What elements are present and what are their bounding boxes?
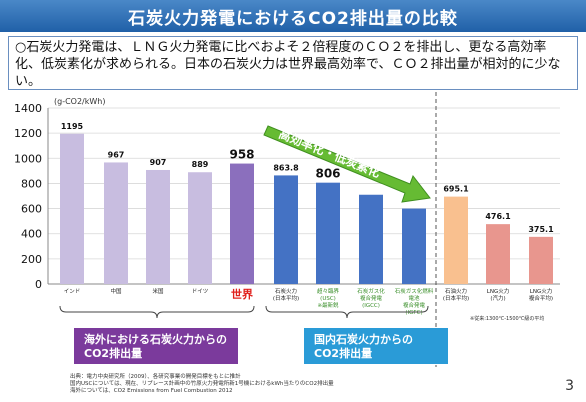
- x-tick-label: 複合平均): [529, 294, 553, 302]
- x-tick-label: (IGCC): [362, 303, 380, 309]
- group-bracket: [265, 305, 429, 319]
- y-tick-label: 1200: [14, 127, 42, 140]
- x-tick-label: 電池: [408, 294, 420, 302]
- x-tick-label: LNG火力: [487, 287, 509, 295]
- bar-value-label: 375.1: [528, 225, 554, 234]
- bar: [188, 172, 212, 284]
- page-number: 3: [565, 378, 574, 394]
- bar-value-label: 907: [150, 158, 167, 167]
- group-label-box: [304, 328, 448, 364]
- x-tick-label: 米国: [152, 287, 164, 295]
- x-tick-label: (日本平均): [443, 294, 469, 302]
- source-line: 出典：電力中央研究所（2009）、各研究事業の開発目標をもとに推計: [70, 374, 241, 380]
- bar: [529, 236, 553, 284]
- x-tick-label: 石炭ガス化: [357, 287, 385, 295]
- x-tick-label: 複合発電: [403, 301, 426, 309]
- y-axis-label: (g-CO2/kWh): [54, 97, 106, 106]
- y-tick-label: 400: [21, 228, 42, 241]
- y-tick-label: 800: [21, 177, 42, 190]
- x-tick-label: (IGFC): [405, 310, 422, 316]
- x-tick-label: 石油火力: [445, 287, 467, 295]
- x-tick-label: 複合発電: [360, 294, 383, 302]
- y-tick-label: 1400: [14, 102, 42, 115]
- bar: [274, 175, 298, 284]
- bar: [104, 162, 128, 284]
- y-tick-label: 600: [21, 203, 42, 216]
- y-tick-label: 0: [35, 278, 42, 291]
- y-tick-label: 1000: [14, 152, 42, 165]
- bar: [444, 196, 468, 284]
- sources: 出典：電力中央研究所（2009）、各研究事業の開発目標をもとに推計 国内USCに…: [70, 374, 530, 395]
- x-tick-label: LNG火力: [530, 287, 552, 295]
- group-bracket: [59, 305, 255, 319]
- bar-value-label: 889: [192, 160, 209, 169]
- source-line: 国内USCについては、現在、リプレース計画中の竹原火力発電所新1号機におけるkW…: [70, 381, 334, 387]
- bar: [146, 169, 170, 284]
- group-label-text: CO2排出量: [314, 346, 372, 360]
- bar-value-label: 806: [315, 167, 340, 181]
- bar: [230, 163, 254, 284]
- co2-bar-chart: 0200400600800100012001400(g-CO2/kWh)高効率化…: [14, 92, 560, 367]
- page-title: 石炭火力発電におけるCO2排出量の比較: [0, 0, 586, 32]
- group-label-text: 海外における石炭火力からの: [84, 332, 227, 346]
- bar: [359, 194, 383, 284]
- bar: [316, 182, 340, 284]
- x-tick-label: 世界: [231, 287, 253, 301]
- bar: [486, 224, 510, 284]
- summary-text: ○石炭火力発電は、ＬＮＧ火力発電に比べおよそ２倍程度のＣＯ２を排出し、更なる高効…: [8, 36, 578, 90]
- x-tick-label: ※最新鋭: [317, 301, 339, 309]
- bar: [60, 133, 84, 284]
- bar-value-label: 476.1: [485, 212, 511, 221]
- bar-value-label: 695.1: [443, 185, 469, 194]
- chart-note: ※従来:1300℃-1500℃級の平均: [470, 315, 544, 322]
- bar-value-label: 1195: [61, 122, 84, 131]
- group-label-text: CO2排出量: [84, 346, 142, 360]
- x-tick-label: (汽力): [490, 294, 505, 302]
- x-tick-label: 中国: [110, 287, 122, 295]
- x-tick-label: ドイツ: [192, 289, 209, 295]
- x-tick-label: 石炭火力: [275, 287, 297, 295]
- x-tick-label: (日本平均): [273, 294, 299, 302]
- y-tick-label: 200: [21, 253, 42, 266]
- x-tick-label: 超々臨界: [317, 287, 340, 295]
- x-tick-label: インド: [64, 289, 81, 295]
- x-tick-label: (USC): [320, 296, 336, 302]
- group-label-text: 国内石炭火力からの: [314, 332, 413, 346]
- source-line: 海外については、CO2 Emissions from Fuel Combusti…: [70, 388, 233, 394]
- bar-value-label: 958: [229, 148, 254, 162]
- group-label-box: [74, 328, 238, 364]
- x-tick-label: 石炭ガス化燃料: [395, 287, 434, 295]
- trend-arrow: [263, 125, 431, 203]
- bar-value-label: 967: [108, 150, 125, 159]
- bar-value-label: 863.8: [273, 163, 299, 172]
- bar: [402, 208, 426, 284]
